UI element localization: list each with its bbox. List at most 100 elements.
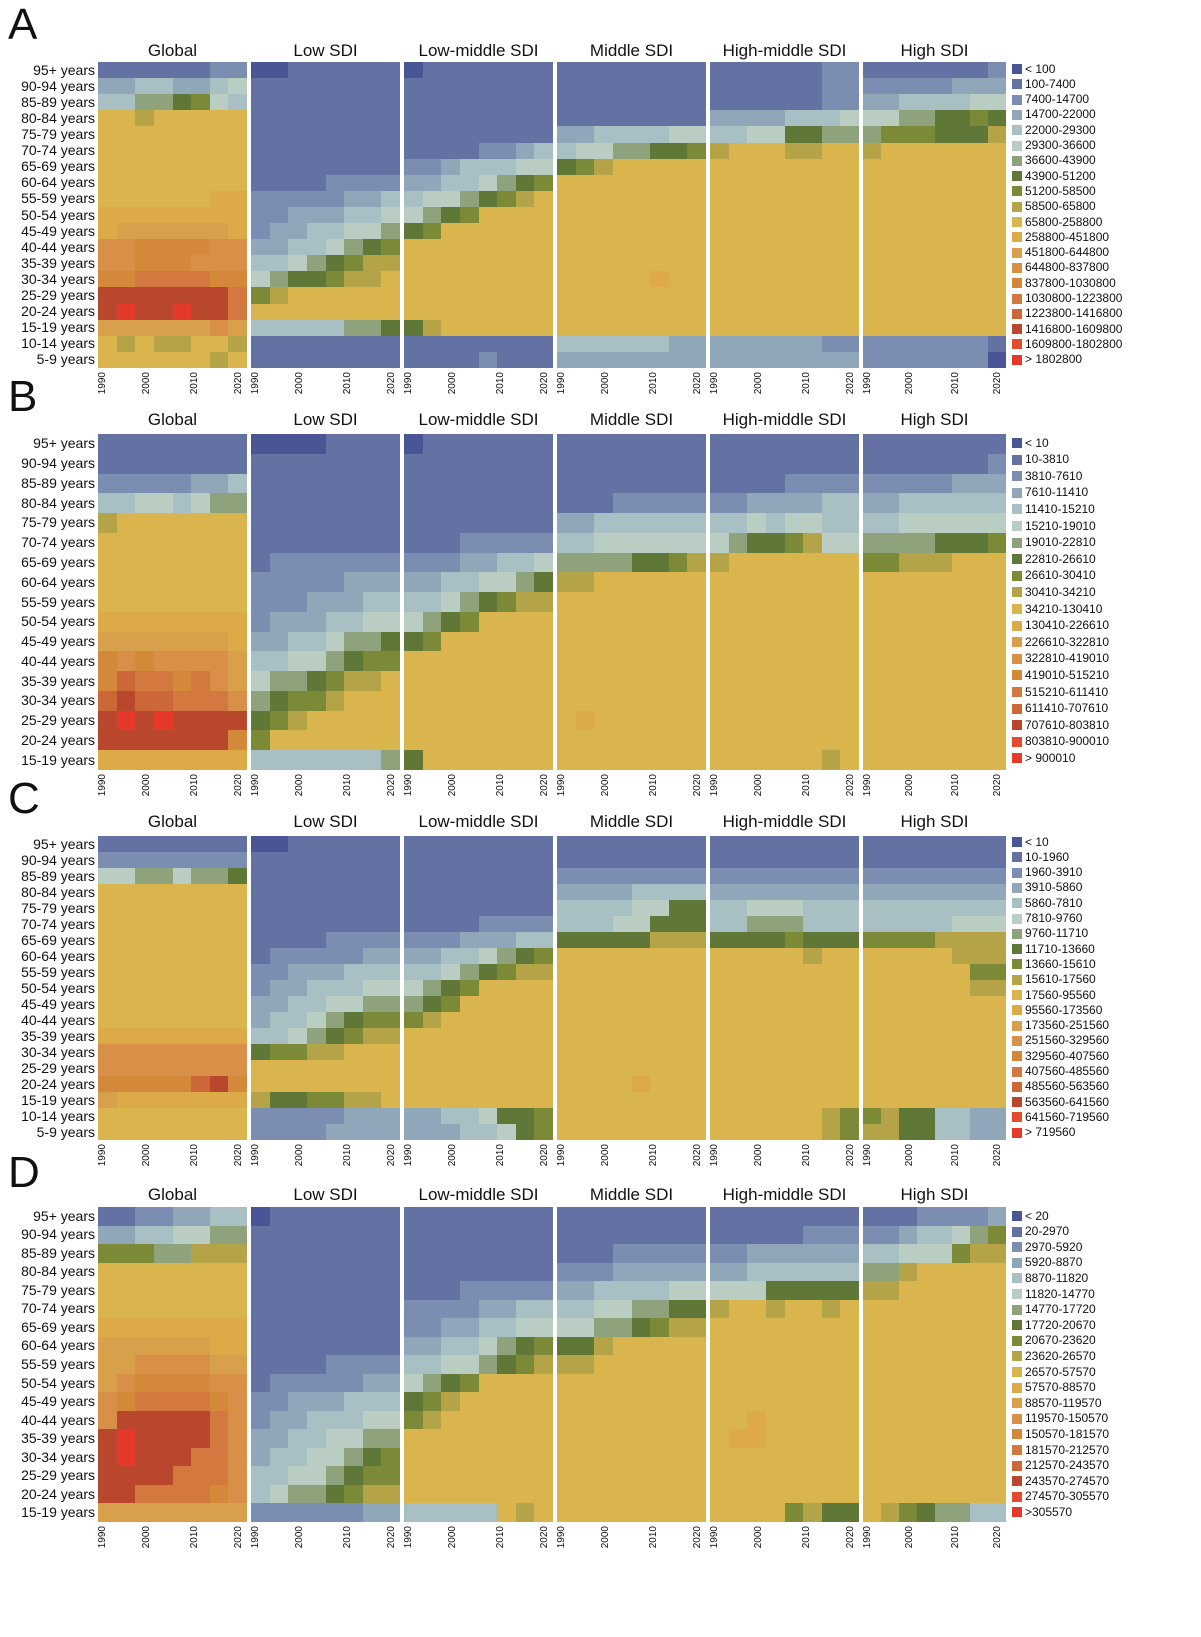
heatmap-cell — [898, 1503, 918, 1522]
heatmap-cell — [288, 948, 308, 965]
heatmap-cell — [710, 1410, 730, 1430]
heatmap-cell — [251, 493, 271, 514]
heatmap-cell — [116, 78, 136, 95]
heatmap-cell — [191, 980, 211, 997]
legend-swatch — [1012, 454, 1022, 465]
heatmap-cell — [251, 1281, 271, 1301]
heatmap-cell — [952, 884, 971, 901]
heatmap-cell — [988, 255, 1006, 272]
heatmap-cell — [747, 1410, 767, 1430]
heatmap-cell — [251, 190, 271, 208]
heatmap-cell — [153, 303, 174, 321]
heatmap-cell — [880, 690, 900, 712]
heatmap-cell — [153, 287, 174, 305]
age-label: 45-49 years — [21, 1393, 95, 1410]
heatmap-cell — [863, 1076, 882, 1093]
heatmap-cell — [251, 1012, 271, 1029]
heatmap-cell — [728, 453, 748, 475]
heatmap-cell — [135, 1355, 155, 1375]
heatmap-cell — [251, 1392, 271, 1412]
heatmap-cell — [765, 932, 786, 949]
heatmap-cell — [135, 1044, 155, 1061]
heatmap-cell — [306, 158, 327, 176]
heatmap-cell — [325, 852, 345, 869]
heatmap-cell — [441, 964, 461, 981]
heatmap-cell — [934, 158, 953, 176]
legend-label: >305570 — [1025, 1504, 1073, 1519]
heatmap-cell — [172, 980, 192, 997]
x-tick-label: 2010 — [494, 1526, 506, 1549]
column-title: High-middle SDI — [722, 41, 847, 60]
heatmap-cell — [728, 948, 748, 965]
heatmap-cell — [594, 1484, 614, 1505]
heatmap-cell — [594, 239, 614, 256]
heatmap-cell — [172, 1336, 192, 1356]
heatmap-cell — [710, 1466, 730, 1486]
heatmap-cell — [612, 1410, 633, 1430]
heatmap-cell — [821, 1044, 841, 1061]
heatmap-cell — [970, 1355, 989, 1375]
heatmap-cell — [934, 174, 953, 192]
heatmap-cell — [441, 1044, 461, 1061]
heatmap-cell — [747, 434, 767, 455]
heatmap-cell — [840, 996, 859, 1013]
heatmap-cell — [863, 932, 882, 949]
heatmap-cell — [153, 1060, 174, 1077]
heatmap-cell — [404, 493, 424, 514]
heatmap-cell — [422, 932, 442, 949]
heatmap-cell — [422, 1429, 442, 1449]
x-tick-label: 2000 — [293, 1526, 305, 1549]
heatmap-cell — [288, 1207, 308, 1227]
heatmap-cell — [784, 1299, 804, 1319]
heatmap-cell — [497, 750, 517, 770]
heatmap-cell — [898, 592, 918, 613]
heatmap-cell — [803, 1336, 823, 1356]
heatmap-cell — [840, 190, 859, 208]
heatmap-cell — [612, 948, 633, 965]
heatmap-cell — [422, 271, 442, 289]
heatmap-cell — [728, 1429, 748, 1449]
heatmap-high-sdi — [863, 62, 1006, 368]
heatmap-cell — [404, 1336, 424, 1356]
heatmap-cell — [898, 671, 918, 692]
heatmap-cell — [880, 1092, 900, 1109]
heatmap-cell — [970, 206, 989, 224]
age-label: 95+ years — [33, 835, 95, 852]
heatmap-cell — [172, 62, 192, 79]
heatmap-cell — [172, 271, 192, 289]
heatmap-cell — [952, 868, 971, 885]
heatmap-cell — [970, 671, 989, 692]
heatmap-cell — [916, 1373, 936, 1393]
heatmap-cell — [441, 1092, 461, 1109]
heatmap-cell — [765, 1262, 786, 1282]
heatmap-cell — [153, 319, 174, 337]
heatmap-cell — [116, 1012, 136, 1029]
heatmap-cell — [209, 611, 229, 633]
heatmap-cell — [209, 592, 229, 613]
heatmap-cell — [821, 271, 841, 289]
heatmap-cell — [172, 1108, 192, 1125]
legend-swatch — [1012, 471, 1022, 482]
heatmap-cell — [765, 1028, 786, 1045]
heatmap-cell — [557, 1092, 577, 1109]
heatmap-cell — [970, 174, 989, 192]
legend-swatch — [1012, 232, 1022, 243]
heatmap-cell — [594, 1207, 614, 1227]
heatmap-cell — [459, 142, 480, 160]
column-title: High SDI — [900, 410, 969, 429]
heatmap-cell — [710, 174, 730, 192]
heatmap-cell — [970, 1028, 989, 1045]
heatmap-cell — [534, 948, 553, 965]
legend-label: 11410-15210 — [1025, 501, 1095, 516]
heatmap-cell — [135, 631, 155, 652]
heatmap-cell — [306, 1225, 327, 1245]
heatmap-cell — [594, 223, 614, 240]
heatmap-cell — [747, 884, 767, 901]
heatmap-cell — [269, 513, 289, 534]
heatmap-cell — [863, 223, 882, 240]
heatmap-cell — [631, 1429, 651, 1449]
heatmap-cell — [534, 303, 553, 321]
heatmap-cell — [765, 190, 786, 208]
heatmap-cell — [153, 351, 174, 368]
heatmap-cell — [515, 1503, 535, 1522]
